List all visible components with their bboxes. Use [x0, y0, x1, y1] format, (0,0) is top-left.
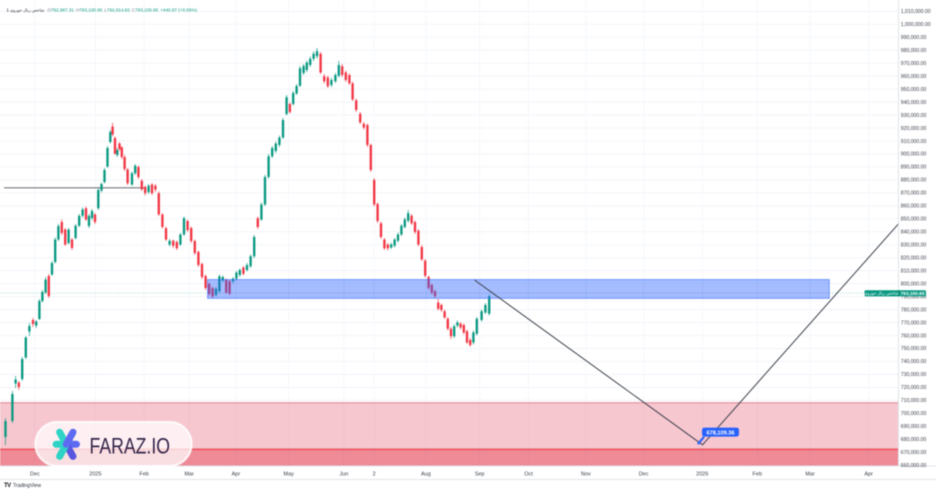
- svg-text:700,000.00: 700,000.00: [901, 411, 927, 417]
- svg-text:TradingView: TradingView: [13, 483, 41, 489]
- svg-text:920,000.00: 920,000.00: [901, 126, 927, 132]
- svg-text:730,000.00: 730,000.00: [901, 372, 927, 378]
- svg-text:FARAZ.IO: FARAZ.IO: [90, 433, 171, 458]
- svg-text:690,000.00: 690,000.00: [901, 424, 927, 430]
- svg-text:860,000.00: 860,000.00: [901, 204, 927, 210]
- svg-text:660,000.00: 660,000.00: [901, 463, 927, 469]
- svg-text:Jun: Jun: [339, 472, 348, 478]
- svg-text:960,000.00: 960,000.00: [901, 74, 927, 80]
- svg-text:Oct: Oct: [524, 472, 533, 478]
- svg-text:840,000.00: 840,000.00: [901, 230, 927, 236]
- svg-text:830,000.00: 830,000.00: [901, 242, 927, 248]
- svg-text:880,000.00: 880,000.00: [901, 178, 927, 184]
- svg-text:710,000.00: 710,000.00: [901, 398, 927, 404]
- svg-text:2025: 2025: [89, 472, 101, 478]
- svg-text:770,000.00: 770,000.00: [901, 320, 927, 326]
- svg-text:980,000.00: 980,000.00: [901, 48, 927, 54]
- svg-text:Mar: Mar: [805, 472, 815, 478]
- svg-text:900,000.00: 900,000.00: [901, 152, 927, 158]
- svg-text:Apr: Apr: [232, 472, 241, 478]
- svg-text:Apr: Apr: [864, 472, 873, 478]
- svg-text:678,109.36: 678,109.36: [707, 430, 735, 436]
- svg-text:Aug: Aug: [421, 472, 431, 478]
- svg-text:870,000.00: 870,000.00: [901, 191, 927, 197]
- svg-text:793,100.65: 793,100.65: [900, 291, 924, 297]
- svg-text:Feb: Feb: [753, 472, 762, 478]
- svg-text:950,000.00: 950,000.00: [901, 87, 927, 93]
- svg-text:930,000.00: 930,000.00: [901, 113, 927, 119]
- svg-text:780,000.00: 780,000.00: [901, 307, 927, 313]
- svg-text:Nov: Nov: [581, 472, 591, 478]
- svg-text:940,000.00: 940,000.00: [901, 100, 927, 106]
- svg-text:810,000.00: 810,000.00: [901, 268, 927, 274]
- svg-text:800,000.00: 800,000.00: [901, 281, 927, 287]
- svg-text:970,000.00: 970,000.00: [901, 61, 927, 67]
- svg-text:680,000.00: 680,000.00: [901, 437, 927, 443]
- svg-text:2026: 2026: [696, 472, 708, 478]
- svg-text:May: May: [284, 472, 295, 478]
- svg-text:910,000.00: 910,000.00: [901, 139, 927, 145]
- svg-text:Sep: Sep: [475, 472, 485, 478]
- svg-text:Mar: Mar: [184, 472, 194, 478]
- svg-text:1,010,000.00: 1,010,000.00: [901, 9, 931, 15]
- svg-text:شاخص ریال حوزوی: شاخص ریال حوزوی: [864, 291, 899, 296]
- svg-text:Feb: Feb: [139, 472, 148, 478]
- svg-text:820,000.00: 820,000.00: [901, 255, 927, 261]
- svg-text:790,000.00: 790,000.00: [901, 294, 927, 300]
- svg-text:TV: TV: [4, 483, 11, 489]
- svg-text:1,000,000.00: 1,000,000.00: [901, 22, 931, 28]
- svg-text:890,000.00: 890,000.00: [901, 165, 927, 171]
- svg-text:720,000.00: 720,000.00: [901, 385, 927, 391]
- svg-text:850,000.00: 850,000.00: [901, 217, 927, 223]
- svg-text:740,000.00: 740,000.00: [901, 359, 927, 365]
- svg-text:Dec: Dec: [639, 472, 649, 478]
- svg-text:670,000.00: 670,000.00: [901, 450, 927, 456]
- svg-text:Dec: Dec: [30, 472, 40, 478]
- svg-text:760,000.00: 760,000.00: [901, 333, 927, 339]
- svg-text:990,000.00: 990,000.00: [901, 35, 927, 41]
- svg-text:2: 2: [373, 472, 376, 478]
- svg-text:750,000.00: 750,000.00: [901, 346, 927, 352]
